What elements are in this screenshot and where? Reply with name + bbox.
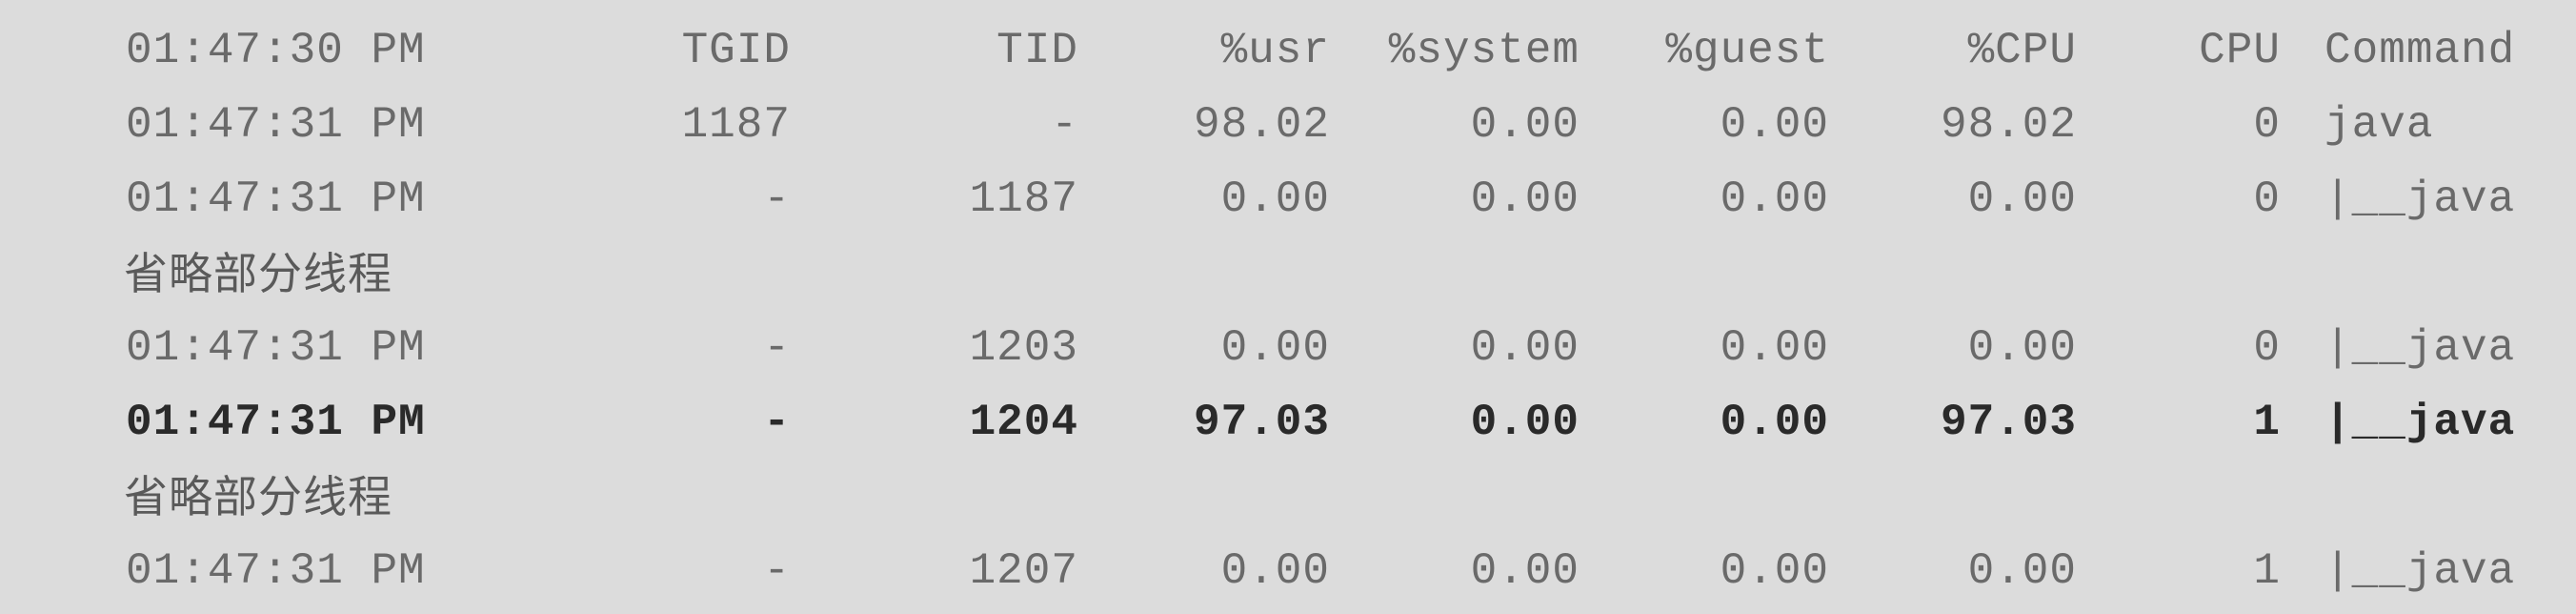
- header-usr: %usr: [1220, 26, 1330, 75]
- table-row: 01:47:31 PM - 1207 0.00 0.00 0.00 0.00 1…: [0, 534, 2576, 608]
- row-cpu: 1: [2253, 546, 2281, 596]
- omitted-threads-note: 省略部分线程: [124, 471, 392, 522]
- row-cpu: 1: [2253, 398, 2281, 447]
- row-system: 0.00: [1470, 546, 1580, 596]
- row-cpu: 0: [2253, 100, 2281, 150]
- row-command: |__java: [2324, 174, 2516, 224]
- row-system: 0.00: [1470, 100, 1580, 150]
- row-system: 0.00: [1470, 398, 1580, 447]
- omitted-threads-note: 省略部分线程: [124, 248, 392, 299]
- header-cpu: CPU: [2199, 26, 2281, 75]
- row-time: 01:47:31 PM: [126, 546, 426, 596]
- table-row: 01:47:31 PM - 1187 0.00 0.00 0.00 0.00 0…: [0, 162, 2576, 236]
- table-row: 01:47:31 PM - 1203 0.00 0.00 0.00 0.00 0…: [0, 311, 2576, 385]
- row-command: |__java: [2324, 323, 2516, 373]
- row-system: 0.00: [1470, 174, 1580, 224]
- row-usr: 0.00: [1220, 174, 1330, 224]
- row-guest: 0.00: [1720, 546, 1829, 596]
- row-tgid: -: [763, 398, 791, 447]
- row-usr: 0.00: [1220, 323, 1330, 373]
- row-tid: -: [1051, 100, 1078, 150]
- row-tid: 1203: [969, 323, 1078, 373]
- row-time: 01:47:31 PM: [126, 323, 426, 373]
- row-tgid: 1187: [681, 100, 791, 150]
- table-row: 01:47:31 PM 1187 - 98.02 0.00 0.00 98.02…: [0, 88, 2576, 162]
- row-cpu: 0: [2253, 174, 2281, 224]
- header-guest: %guest: [1665, 26, 1829, 75]
- row-guest: 0.00: [1720, 100, 1829, 150]
- row-usr: 98.02: [1193, 100, 1330, 150]
- table-header-row: 01:47:30 PM TGID TID %usr %system %guest…: [0, 13, 2576, 88]
- row-time: 01:47:31 PM: [126, 100, 426, 150]
- row-guest: 0.00: [1720, 323, 1829, 373]
- row-command: |__java: [2324, 398, 2516, 447]
- row-system: 0.00: [1470, 323, 1580, 373]
- row-usr: 0.00: [1220, 546, 1330, 596]
- row-command: |__java: [2324, 546, 2516, 596]
- row-tgid: -: [763, 323, 791, 373]
- row-time: 01:47:31 PM: [126, 398, 426, 447]
- row-tgid: -: [763, 174, 791, 224]
- row-cpu-percent: 0.00: [1967, 546, 2077, 596]
- row-tid: 1187: [969, 174, 1078, 224]
- row-guest: 0.00: [1720, 398, 1829, 447]
- row-tid: 1204: [969, 398, 1078, 447]
- header-system: %system: [1388, 26, 1580, 75]
- header-tid: TID: [996, 26, 1078, 75]
- row-cpu-percent: 0.00: [1967, 323, 2077, 373]
- row-cpu: 0: [2253, 323, 2281, 373]
- row-usr: 97.03: [1193, 398, 1330, 447]
- row-command: java: [2324, 100, 2434, 150]
- table-row-highlighted: 01:47:31 PM - 1204 97.03 0.00 0.00 97.03…: [0, 385, 2576, 460]
- header-command: Command: [2324, 26, 2516, 75]
- row-tgid: -: [763, 546, 791, 596]
- row-guest: 0.00: [1720, 174, 1829, 224]
- header-tgid: TGID: [681, 26, 791, 75]
- row-cpu-percent: 98.02: [1940, 100, 2077, 150]
- header-cpu-percent: %CPU: [1967, 26, 2077, 75]
- row-cpu-percent: 0.00: [1967, 174, 2077, 224]
- header-time: 01:47:30 PM: [126, 26, 426, 75]
- row-tid: 1207: [969, 546, 1078, 596]
- row-cpu-percent: 97.03: [1940, 398, 2077, 447]
- row-time: 01:47:31 PM: [126, 174, 426, 224]
